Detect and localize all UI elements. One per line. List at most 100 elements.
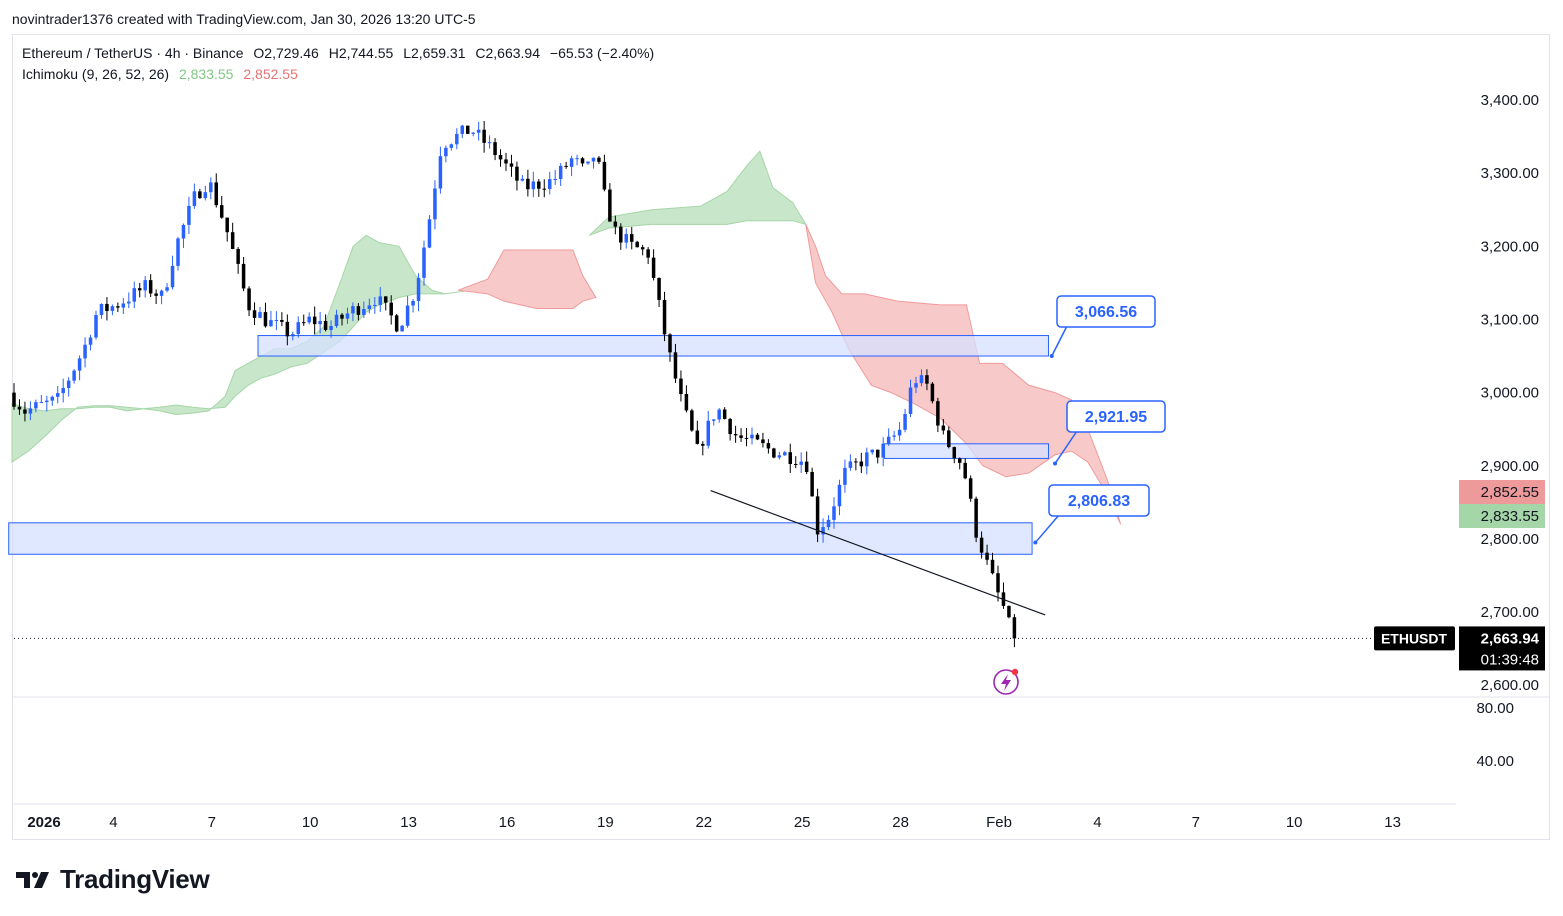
candle-body xyxy=(865,452,869,467)
candle-body xyxy=(170,265,175,288)
candle-body xyxy=(258,312,262,318)
candle-body xyxy=(345,313,350,319)
callout-box xyxy=(1056,295,1156,328)
candle-body xyxy=(608,189,612,222)
candle-body xyxy=(465,125,470,134)
candle-body xyxy=(520,178,525,181)
candles xyxy=(12,120,1017,648)
span-b-label: 2,852.55 xyxy=(1481,484,1539,501)
candle-body xyxy=(640,247,645,250)
y-tick-label: 2,700.00 xyxy=(1481,604,1539,621)
low-value: L2,659.31 xyxy=(403,45,466,61)
indicator-legend[interactable]: Ichimoku (9, 26, 52, 26) 2,833.55 2,852.… xyxy=(22,66,304,82)
candle-body xyxy=(476,129,481,133)
candle-body xyxy=(105,303,109,311)
candle-body xyxy=(340,314,344,319)
y-tick-label: 3,100.00 xyxy=(1481,311,1539,328)
callout-label: 2,806.83 xyxy=(1068,493,1130,510)
tradingview-logo-icon xyxy=(16,871,49,888)
candle-body xyxy=(383,296,388,303)
candle-body xyxy=(378,296,383,305)
candle-body xyxy=(487,142,492,144)
candle-body xyxy=(422,247,426,278)
candle-body xyxy=(318,320,322,325)
candle-body xyxy=(154,293,158,296)
zone-rect xyxy=(8,522,1033,555)
candle-body xyxy=(673,352,678,379)
candle-body xyxy=(761,439,765,444)
ticker-label: ETHUSDT xyxy=(1381,630,1448,646)
candle-body xyxy=(843,467,847,485)
candle-body xyxy=(192,191,197,206)
candle-body xyxy=(455,133,459,145)
candle-body xyxy=(750,434,754,439)
candle-body xyxy=(509,163,514,167)
y-tick-label: 3,200.00 xyxy=(1481,238,1539,255)
x-tick-label: 2026 xyxy=(27,814,60,831)
candle-body xyxy=(367,305,372,309)
candle-body xyxy=(569,158,574,167)
candle-body xyxy=(438,156,443,189)
callout-anchor xyxy=(1053,461,1058,466)
candle-body xyxy=(411,300,415,306)
candle-body xyxy=(832,506,836,520)
candle-body xyxy=(963,462,967,479)
candle-body xyxy=(974,498,978,538)
price-labels: 2,852.55 2,833.55 ETHUSDT 2,663.94 01:39:48 xyxy=(1374,480,1545,671)
y-tick-label: 2,600.00 xyxy=(1481,677,1539,694)
candle-body xyxy=(45,400,49,403)
y-tick-label: 3,000.00 xyxy=(1481,385,1539,402)
candle-body xyxy=(50,396,55,401)
candle-body xyxy=(394,315,399,332)
candle-body xyxy=(323,320,328,330)
symbol-name[interactable]: Ethereum / TetherUS · 4h · Binance xyxy=(22,45,244,61)
candle-body xyxy=(329,325,333,330)
candle-body xyxy=(17,406,22,410)
candle-body xyxy=(580,158,585,164)
candle-body xyxy=(542,188,547,190)
indicator-name[interactable]: Ichimoku (9, 26, 52, 26) xyxy=(22,66,170,82)
candle-body xyxy=(903,413,907,430)
candle-body xyxy=(547,179,552,190)
cloud-segment xyxy=(457,249,597,309)
x-tick-label: 4 xyxy=(1093,814,1101,831)
candle-body xyxy=(116,306,120,308)
candle-body xyxy=(252,310,257,318)
candle-body xyxy=(351,306,355,314)
candle-body xyxy=(744,437,749,439)
tradingview-brand[interactable]: TradingView xyxy=(14,864,210,895)
support-resistance-zones xyxy=(8,335,1049,555)
candle-body xyxy=(941,425,946,431)
candle-body xyxy=(526,178,530,190)
annotations: 3,066.56 2,921.95 2,806.83 xyxy=(14,295,1456,695)
x-tick-label: 25 xyxy=(794,814,811,831)
candle-body xyxy=(859,461,864,467)
candle-body xyxy=(498,155,503,160)
candle-body xyxy=(373,304,377,306)
candle-body xyxy=(230,232,235,249)
candle-body xyxy=(1012,617,1017,639)
candle-body xyxy=(181,224,186,239)
symbol-legend[interactable]: Ethereum / TetherUS · 4h · Binance O2,72… xyxy=(22,45,660,61)
candle-body xyxy=(400,325,404,332)
candle-body xyxy=(564,165,568,167)
candle-body xyxy=(815,496,820,535)
candle-body xyxy=(957,458,962,463)
candle-body xyxy=(586,161,590,164)
change-value: −65.53 (−2.40%) xyxy=(549,45,655,61)
x-tick-label: 10 xyxy=(1286,814,1303,831)
candle-body xyxy=(433,188,437,220)
candle-body xyxy=(356,306,361,315)
candle-body xyxy=(837,484,842,507)
candle-body xyxy=(947,430,951,448)
candle-body xyxy=(799,461,803,465)
candle-body xyxy=(39,402,44,404)
candle-body xyxy=(94,315,98,338)
callout-anchor xyxy=(1033,540,1038,545)
candle-body xyxy=(635,241,639,248)
candle-body xyxy=(23,409,27,414)
candle-body xyxy=(241,263,246,289)
callout-pointer xyxy=(1054,430,1078,464)
candle-body xyxy=(711,419,716,421)
